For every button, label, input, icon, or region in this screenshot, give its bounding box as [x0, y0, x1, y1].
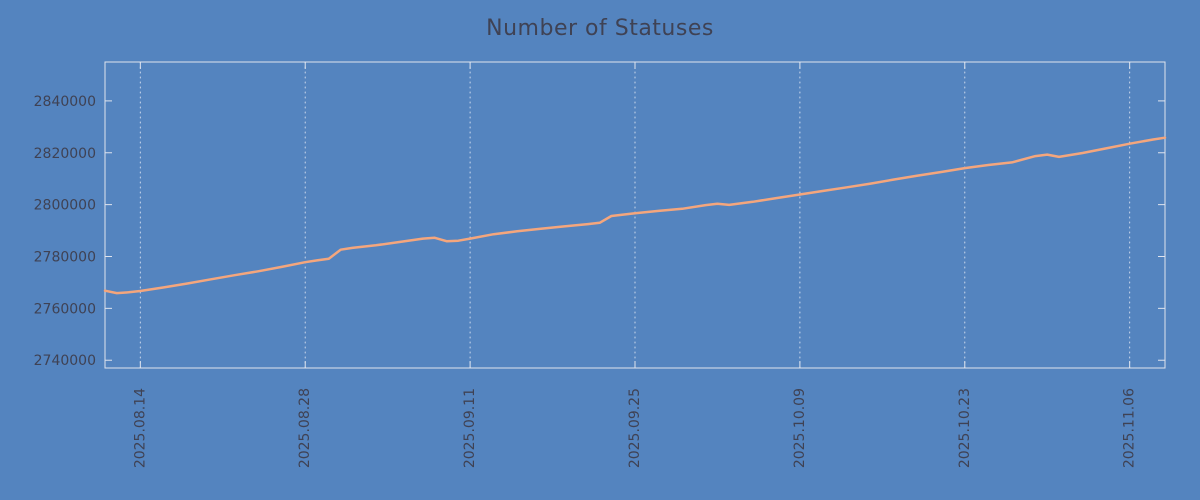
x-tick-label: 2025.11.06 [1122, 388, 1138, 468]
chart-title: Number of Statuses [486, 16, 714, 41]
x-tick-label: 2025.08.14 [132, 388, 148, 468]
y-tick-label: 2800000 [34, 198, 96, 214]
y-tick-label: 2780000 [34, 249, 96, 265]
y-tick-label: 2820000 [34, 146, 96, 162]
x-tick-label: 2025.09.25 [627, 388, 643, 468]
plot-border [104, 61, 1166, 369]
x-tick-label: 2025.10.23 [957, 388, 973, 468]
x-tick-label: 2025.09.11 [462, 388, 478, 468]
x-tick-label: 2025.08.28 [297, 388, 313, 468]
data-line [103, 136, 1167, 295]
y-tick-label: 2760000 [34, 301, 96, 317]
y-tick-label: 2840000 [34, 94, 96, 110]
y-tick-label: 2740000 [34, 353, 96, 369]
x-tick-label: 2025.10.09 [792, 388, 808, 468]
